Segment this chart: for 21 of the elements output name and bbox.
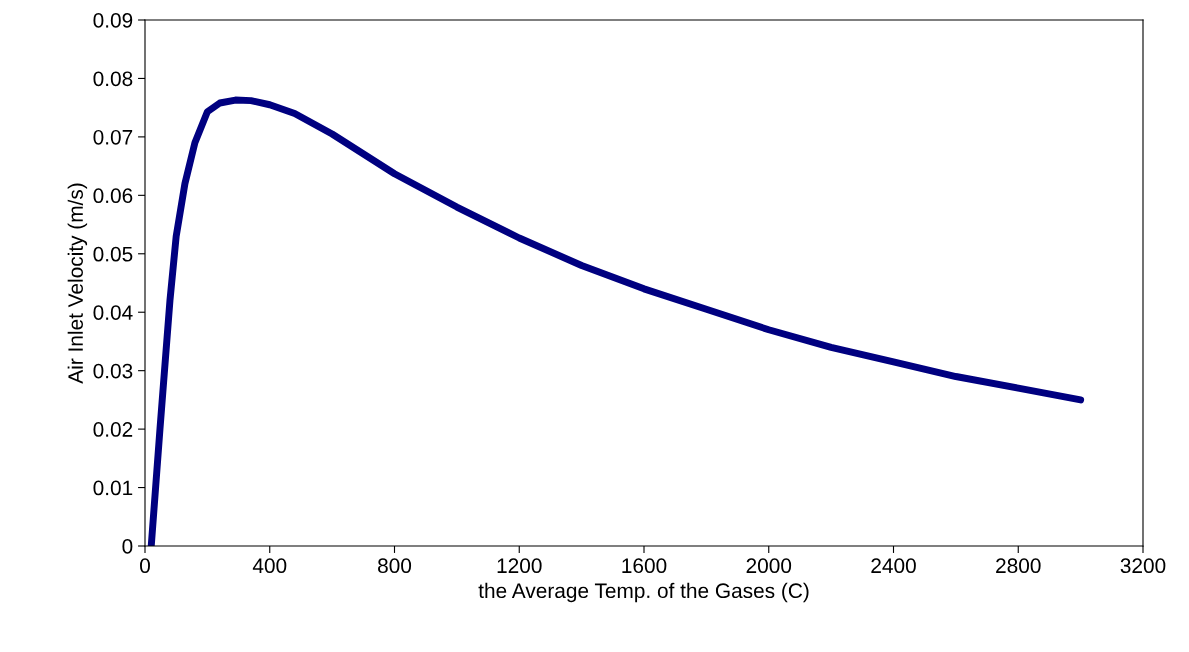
x-tick-label: 2800: [996, 558, 1041, 574]
y-tick-label: 0.02: [93, 422, 133, 437]
y-tick-label: 0.07: [93, 129, 133, 145]
y-tick-label: 0: [122, 539, 133, 554]
x-tick-label: 400: [252, 558, 287, 574]
y-tick-label: 0.03: [93, 363, 133, 379]
x-tick-label: 2400: [871, 558, 916, 574]
x-axis-title: the Average Temp. of the Gases (C): [478, 582, 809, 603]
y-tick-label: 0.06: [93, 188, 133, 204]
x-tick-label: 2000: [746, 558, 792, 574]
x-tick-label: 1200: [497, 558, 542, 574]
y-tick-label: 0.01: [93, 480, 133, 496]
x-tick-label: 1600: [622, 558, 667, 574]
y-tick-label: 0.05: [93, 246, 133, 262]
y-tick-label: 0.08: [93, 71, 133, 87]
y-tick-label: 0.04: [93, 305, 133, 320]
x-tick-label: 0: [140, 558, 150, 574]
y-tick-label: 0.09: [93, 13, 133, 28]
y-axis-title: Air Inlet Velocity (m/s): [67, 183, 88, 384]
x-tick-label: 3200: [1120, 558, 1166, 574]
x-tick-label: 800: [378, 558, 412, 574]
